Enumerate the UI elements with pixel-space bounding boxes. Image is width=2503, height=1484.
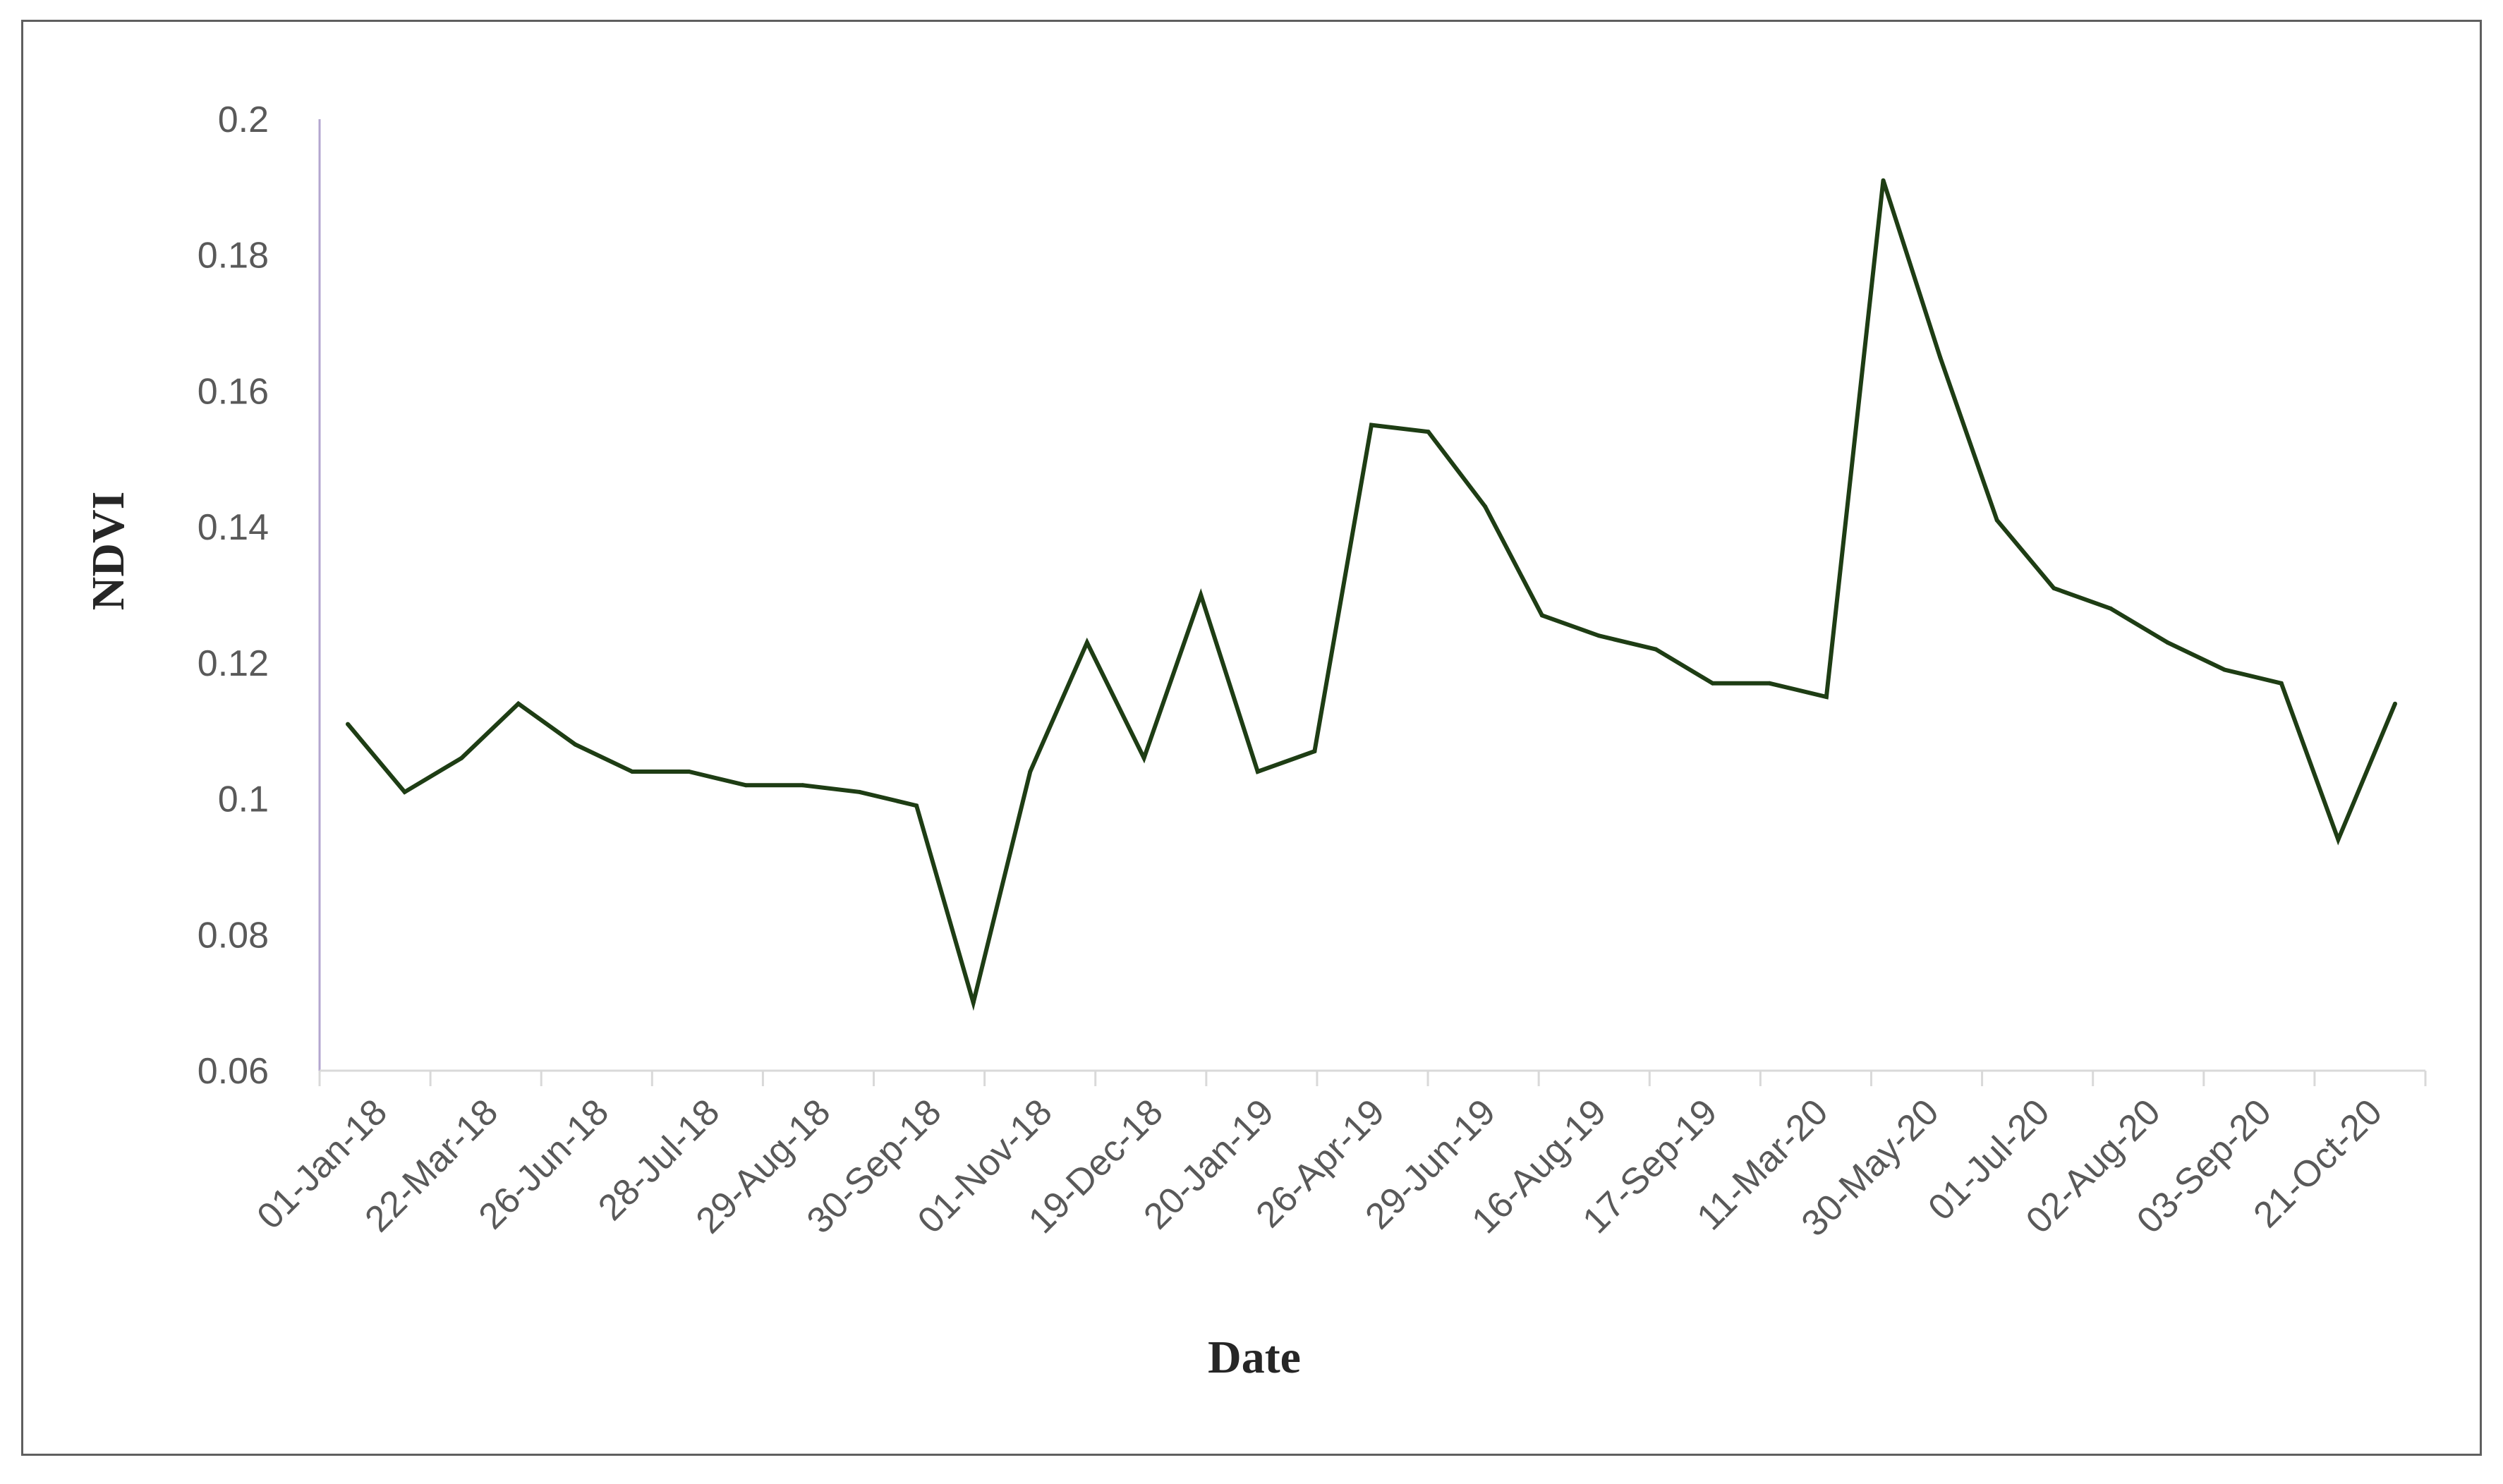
data-point [2393, 701, 2397, 706]
data-point [2336, 837, 2341, 842]
data-point [2222, 667, 2227, 672]
data-point [1255, 770, 1260, 774]
data-point [573, 742, 578, 747]
data-point [516, 701, 521, 706]
data-point [346, 722, 350, 726]
x-axis-tick-labels: 01-Jan-1822-Mar-1826-Jun-1828-Jul-1829-A… [249, 1091, 2389, 1244]
data-point [2108, 606, 2113, 611]
data-point [1710, 681, 1715, 686]
data-point [1654, 647, 1659, 652]
data-point [459, 755, 464, 760]
y-axis-title: NDVI [83, 492, 134, 611]
series-group [346, 178, 2397, 1011]
y-tick-label: 0.08 [198, 915, 269, 956]
data-point [1767, 681, 1772, 686]
data-point [1426, 430, 1431, 434]
data-point [1084, 640, 1089, 645]
ndvi-line-chart: 0.06 0.08 0.1 0.12 0.14 0.16 0.18 0.2 01-Jan-18… [83, 99, 2427, 1383]
data-point [1369, 422, 1374, 427]
data-point [686, 770, 691, 774]
data-point [630, 770, 635, 774]
y-tick-label: 0.16 [198, 371, 269, 412]
y-tick-label: 0.18 [198, 236, 269, 276]
y-tick-label: 0.14 [198, 507, 269, 548]
y-tick-label: 0.2 [218, 99, 269, 140]
data-point [402, 789, 407, 794]
data-point [857, 789, 862, 794]
ndvi-series-line [346, 179, 2397, 1011]
data-point [2279, 681, 2284, 686]
data-point [2052, 585, 2056, 590]
data-point [1312, 749, 1317, 754]
data-point [1028, 770, 1033, 774]
data-point [1539, 613, 1544, 618]
data-point [1483, 504, 1488, 509]
data-point [800, 783, 805, 788]
data-point [744, 783, 749, 788]
data-point [1881, 178, 1886, 183]
y-tick-label: 0.12 [198, 643, 269, 684]
y-tick-label: 0.1 [218, 779, 269, 820]
data-point [1994, 518, 1999, 523]
x-axis-title: Date [1208, 1332, 1301, 1383]
x-axis-ticks [318, 1071, 2427, 1086]
chart-frame: 0.06 0.08 0.1 0.12 0.14 0.16 0.18 0.2 01-Jan-18… [21, 20, 2482, 1456]
data-point [1141, 755, 1146, 760]
data-point [2165, 640, 2170, 645]
data-point [914, 803, 919, 808]
data-point [1938, 355, 1943, 360]
data-point [1596, 633, 1601, 638]
data-point [971, 1000, 976, 1005]
axes [318, 119, 2425, 1072]
data-point [1199, 592, 1204, 597]
data-point [1824, 695, 1829, 699]
y-tick-label: 0.06 [198, 1051, 269, 1092]
y-axis-tick-labels: 0.06 0.08 0.1 0.12 0.14 0.16 0.18 0.2 [198, 99, 269, 1092]
